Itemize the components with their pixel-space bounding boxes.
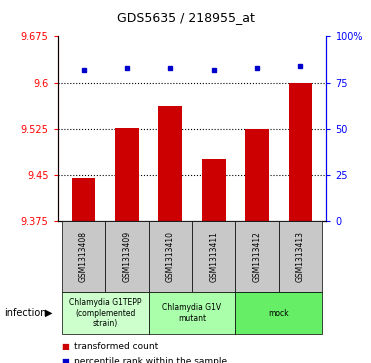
- Text: infection: infection: [4, 308, 46, 318]
- FancyBboxPatch shape: [235, 292, 322, 334]
- FancyBboxPatch shape: [235, 221, 279, 292]
- Text: ■: ■: [61, 357, 69, 363]
- Text: percentile rank within the sample: percentile rank within the sample: [74, 357, 227, 363]
- FancyBboxPatch shape: [149, 221, 192, 292]
- Bar: [289, 83, 312, 221]
- FancyBboxPatch shape: [279, 221, 322, 292]
- Bar: [115, 128, 139, 221]
- Text: GDS5635 / 218955_at: GDS5635 / 218955_at: [116, 11, 255, 24]
- Text: ▶: ▶: [45, 308, 52, 318]
- Text: GSM1313409: GSM1313409: [122, 231, 131, 282]
- Text: mock: mock: [269, 309, 289, 318]
- FancyBboxPatch shape: [62, 221, 105, 292]
- Text: GSM1313413: GSM1313413: [296, 231, 305, 282]
- Text: GSM1313412: GSM1313412: [253, 231, 262, 282]
- Bar: [245, 130, 269, 221]
- Bar: [202, 159, 226, 221]
- Text: GSM1313411: GSM1313411: [209, 231, 218, 282]
- FancyBboxPatch shape: [105, 221, 149, 292]
- Text: ■: ■: [61, 342, 69, 351]
- Bar: [72, 178, 95, 221]
- FancyBboxPatch shape: [149, 292, 235, 334]
- FancyBboxPatch shape: [62, 292, 149, 334]
- Text: GSM1313410: GSM1313410: [166, 231, 175, 282]
- Text: transformed count: transformed count: [74, 342, 158, 351]
- Bar: [158, 106, 182, 221]
- FancyBboxPatch shape: [192, 221, 235, 292]
- Text: GSM1313408: GSM1313408: [79, 231, 88, 282]
- Text: Chlamydia G1V
mutant: Chlamydia G1V mutant: [162, 303, 221, 323]
- Text: Chlamydia G1TEPP
(complemented
strain): Chlamydia G1TEPP (complemented strain): [69, 298, 141, 328]
